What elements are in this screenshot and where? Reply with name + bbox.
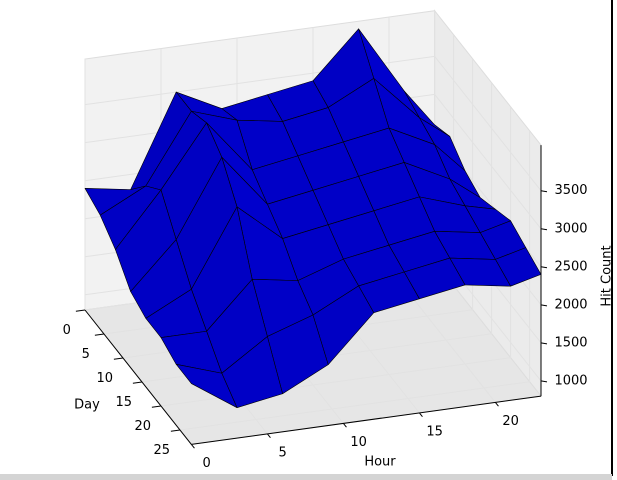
z-tick: [540, 228, 548, 231]
z-tick: [540, 380, 548, 383]
y-axis-label: Day: [74, 398, 100, 413]
y-tick-label: 0: [63, 323, 71, 338]
y-axis: [84, 309, 192, 445]
y-tick: [132, 381, 143, 384]
y-tick-label: 25: [153, 443, 170, 458]
z-tick-label: 2500: [554, 259, 587, 274]
x-tick: [495, 402, 499, 407]
surface-patch: [175, 364, 238, 408]
y-tick-label: 5: [82, 347, 90, 362]
y-tick: [75, 309, 86, 312]
x-tick: [419, 412, 423, 418]
x-tick-label: 15: [426, 425, 443, 440]
y-tick-label: 15: [115, 395, 132, 410]
y-tick: [170, 429, 181, 432]
x-tick-label: 0: [202, 456, 210, 471]
x-tick: [191, 444, 195, 449]
y-tick: [94, 333, 105, 336]
grid-line: [179, 381, 530, 431]
x-tick: [267, 433, 271, 439]
z-tick: [540, 304, 548, 307]
z-tick: [540, 342, 548, 345]
x-tick-label: 5: [278, 446, 286, 461]
z-tick-label: 1500: [554, 335, 587, 350]
window-bottom: [0, 474, 612, 480]
grid-line: [434, 94, 542, 230]
x-axis: [191, 395, 542, 445]
z-tick-label: 1000: [554, 373, 587, 388]
z-tick-label: 3500: [554, 183, 587, 198]
x-tick-label: 20: [502, 414, 519, 429]
z-tick: [540, 266, 548, 269]
x-tick-label: 10: [350, 435, 367, 450]
z-tick: [540, 190, 548, 193]
z-axis-label: Hit Count: [600, 245, 615, 306]
y-tick-label: 20: [134, 419, 151, 434]
y-tick: [151, 405, 162, 408]
y-tick: [113, 357, 124, 360]
surface: [84, 28, 542, 408]
z-tick-label: 3000: [554, 221, 587, 236]
x-tick: [343, 423, 347, 428]
y-tick-label: 10: [96, 371, 113, 386]
z-tick-label: 2000: [554, 297, 587, 312]
grid-line: [434, 56, 542, 192]
x-axis-label: Hour: [364, 455, 396, 470]
